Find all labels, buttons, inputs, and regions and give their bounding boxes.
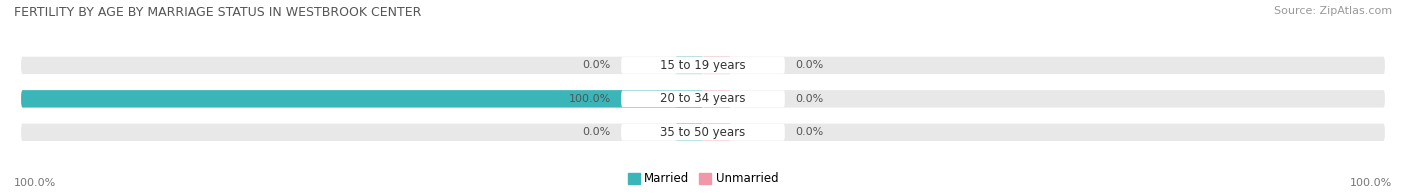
FancyBboxPatch shape — [703, 57, 730, 74]
FancyBboxPatch shape — [621, 91, 785, 107]
FancyBboxPatch shape — [703, 124, 730, 141]
FancyBboxPatch shape — [621, 57, 785, 74]
Text: 0.0%: 0.0% — [582, 60, 612, 70]
Text: 0.0%: 0.0% — [582, 127, 612, 137]
Text: 100.0%: 100.0% — [568, 94, 612, 104]
Text: 20 to 34 years: 20 to 34 years — [661, 92, 745, 105]
Text: FERTILITY BY AGE BY MARRIAGE STATUS IN WESTBROOK CENTER: FERTILITY BY AGE BY MARRIAGE STATUS IN W… — [14, 6, 422, 19]
Text: 0.0%: 0.0% — [794, 94, 824, 104]
Legend: Married, Unmarried: Married, Unmarried — [623, 168, 783, 190]
FancyBboxPatch shape — [621, 124, 785, 141]
Text: 15 to 19 years: 15 to 19 years — [661, 59, 745, 72]
FancyBboxPatch shape — [21, 90, 1385, 108]
FancyBboxPatch shape — [676, 57, 703, 74]
FancyBboxPatch shape — [676, 90, 703, 108]
FancyBboxPatch shape — [21, 124, 1385, 141]
FancyBboxPatch shape — [21, 57, 1385, 74]
Text: 35 to 50 years: 35 to 50 years — [661, 126, 745, 139]
Text: 0.0%: 0.0% — [794, 127, 824, 137]
FancyBboxPatch shape — [676, 124, 703, 141]
FancyBboxPatch shape — [703, 90, 730, 108]
Text: Source: ZipAtlas.com: Source: ZipAtlas.com — [1274, 6, 1392, 16]
FancyBboxPatch shape — [21, 90, 703, 108]
Text: 100.0%: 100.0% — [14, 178, 56, 188]
Text: 100.0%: 100.0% — [1350, 178, 1392, 188]
Text: 0.0%: 0.0% — [794, 60, 824, 70]
